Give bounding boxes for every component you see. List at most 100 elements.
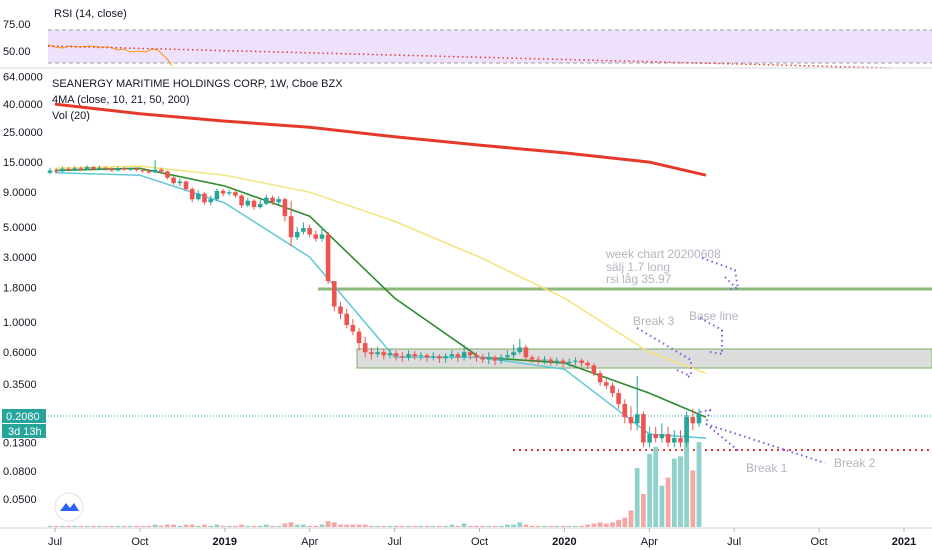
ma-line-ma200 <box>54 102 707 177</box>
candle-body-88 <box>591 365 597 374</box>
volume-bar-90 <box>603 523 609 527</box>
y-tick-4: 9.0000 <box>3 187 37 199</box>
volume-bar-16 <box>146 525 152 527</box>
candle-body-36 <box>270 197 275 203</box>
candle-body-95 <box>634 414 640 424</box>
volume-bar-97 <box>647 453 652 527</box>
tradingview-logo[interactable] <box>54 492 84 522</box>
arrow-break2 <box>705 423 826 464</box>
volume-bar-32 <box>245 525 251 527</box>
volume-bar-39 <box>288 522 294 527</box>
candle-body-27 <box>214 190 220 200</box>
volume-bar-55 <box>387 525 393 527</box>
candle-body-78 <box>529 357 535 360</box>
candle-body-94 <box>628 417 634 424</box>
volume-bar-68 <box>467 525 473 527</box>
volume-bar-70 <box>480 525 486 527</box>
x-tick-7: Apr <box>641 536 658 548</box>
candle-body-105 <box>696 414 702 424</box>
candle-body-38 <box>282 199 288 217</box>
candle-body-97 <box>647 434 652 443</box>
candle-body-2 <box>60 168 65 172</box>
candle-body-80 <box>542 359 547 361</box>
y-tick-13: 0.0500 <box>3 494 37 506</box>
candle-body-52 <box>369 352 374 355</box>
countdown-badge-box <box>2 424 46 438</box>
volume-bar-15 <box>140 525 146 527</box>
candle-body-82 <box>554 360 560 362</box>
candle-body-42 <box>307 228 312 235</box>
ma-legend: 4MA (close, 10, 21, 50, 200) <box>52 94 190 106</box>
volume-bar-85 <box>573 525 578 527</box>
candle-body-53 <box>375 352 380 355</box>
candle-body-5 <box>78 168 84 170</box>
candle-body-49 <box>350 325 356 332</box>
volume-bar-77 <box>523 524 529 527</box>
volume-bar-38 <box>282 523 288 527</box>
candle-body-40 <box>294 231 300 238</box>
arrow-break1 <box>705 423 741 453</box>
candle-body-39 <box>288 216 294 238</box>
y-tick-3: 15.0000 <box>3 157 43 169</box>
candle-body-21 <box>177 181 183 184</box>
countdown-badge-value: 3d 13h <box>8 426 42 438</box>
volume-bar-27 <box>214 524 220 527</box>
candle-body-68 <box>468 352 473 356</box>
candle-body-64 <box>443 356 448 359</box>
base-zone <box>356 348 932 369</box>
candle-body-1 <box>53 170 59 172</box>
volume-bars <box>47 415 702 527</box>
volume-bar-104 <box>690 470 696 527</box>
volume-bar-76 <box>517 522 523 527</box>
volume-bar-91 <box>610 522 615 527</box>
volume-bar-54 <box>381 525 387 527</box>
volume-bar-8 <box>97 525 102 527</box>
candle-body-66 <box>455 354 461 358</box>
volume-bar-31 <box>239 524 244 527</box>
y-tick-10: 0.3500 <box>3 379 37 391</box>
volume-bar-93 <box>622 517 628 527</box>
volume-bar-98 <box>653 446 659 527</box>
volume-bar-60 <box>418 525 424 527</box>
symbol-title: SEANERGY MARITIME HOLDINGS CORP, 1W, Cbo… <box>52 78 343 90</box>
candle-body-103 <box>684 417 689 443</box>
candle-body-60 <box>418 355 424 357</box>
candle-body-15 <box>140 170 145 172</box>
candle-body-91 <box>610 385 615 394</box>
volume-bar-95 <box>634 468 640 527</box>
candle-body-11 <box>115 168 121 171</box>
volume-bar-47 <box>338 524 343 527</box>
x-tick-0: Jul <box>48 536 62 548</box>
candle-body-87 <box>585 362 590 366</box>
rsi-trendline <box>47 45 891 69</box>
x-tick-6: 2020 <box>552 536 576 548</box>
candle-body-104 <box>690 417 696 424</box>
candle-body-20 <box>171 177 176 184</box>
candle-body-8 <box>97 167 102 170</box>
rsi-label: RSI (14, close) <box>54 8 127 20</box>
arrow-base <box>699 317 723 352</box>
volume-bar-67 <box>461 523 467 527</box>
candle-body-54 <box>381 352 387 356</box>
volume-bar-41 <box>301 524 306 527</box>
y-tick-11: 0.1300 <box>3 438 37 450</box>
candle-body-14 <box>134 168 139 170</box>
x-axis: Jul Oct 2019 Apr Jul Oct 2020 Apr Jul Oct 2021 <box>48 528 916 548</box>
candle-body-89 <box>597 373 603 383</box>
volume-bar-22 <box>183 524 189 527</box>
candle-body-84 <box>566 361 572 363</box>
volume-bar-0 <box>47 525 53 527</box>
volume-bar-59 <box>412 525 418 527</box>
annotation-rsi-lag: rsi låg 35.97 <box>606 272 672 286</box>
ma-line-ma21 <box>54 167 707 418</box>
candle-body-47 <box>338 306 343 314</box>
candle-body-101 <box>672 438 677 443</box>
candle-body-30 <box>233 192 238 196</box>
volume-bar-88 <box>591 523 597 527</box>
annotation-salj: sälj 1.7 long <box>606 260 670 274</box>
volume-bar-34 <box>257 525 263 527</box>
volume-bar-20 <box>171 524 176 527</box>
y-tick-8: 1.0000 <box>3 317 37 329</box>
volume-bar-42 <box>307 525 312 527</box>
